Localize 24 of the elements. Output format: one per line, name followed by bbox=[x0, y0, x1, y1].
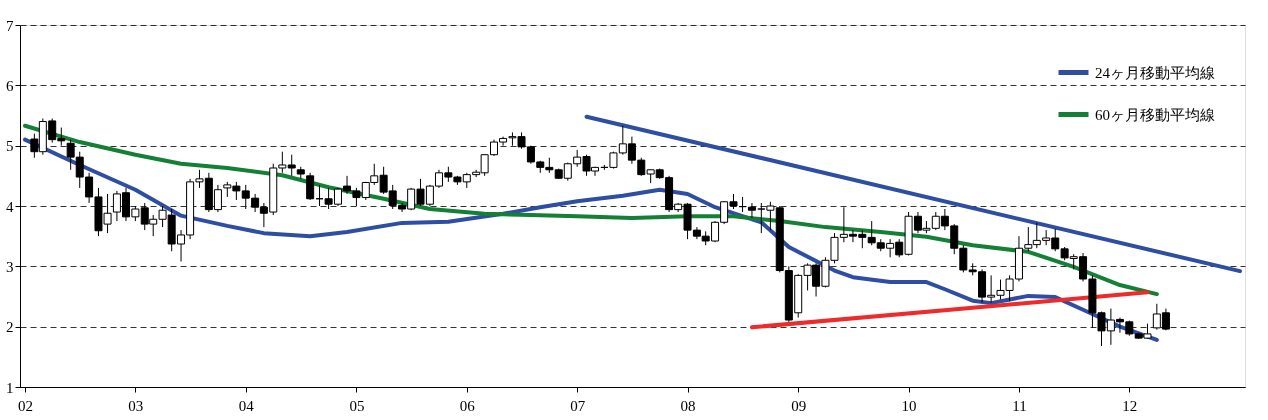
x-tick-label: 05 bbox=[349, 397, 365, 414]
candlestick bbox=[287, 154, 296, 177]
x-tick-label: 11 bbox=[1012, 397, 1027, 414]
candlestick bbox=[306, 172, 315, 201]
legend-label: 60ヶ月移動平均線 bbox=[1095, 106, 1215, 123]
y-tick-label: 6 bbox=[6, 77, 14, 94]
y-tick-label: 1 bbox=[6, 379, 14, 396]
y-tick-label: 2 bbox=[6, 319, 14, 336]
x-tick-label: 09 bbox=[791, 397, 807, 414]
line-series bbox=[23, 137, 1159, 342]
x-tick-label: 06 bbox=[459, 397, 476, 414]
y-tick-label: 7 bbox=[6, 17, 14, 34]
y-tick-label: 4 bbox=[6, 198, 14, 215]
x-tick-label: 10 bbox=[901, 397, 917, 414]
x-tick-label: 02 bbox=[18, 397, 33, 414]
y-tick-label: 3 bbox=[6, 258, 14, 275]
line-series bbox=[23, 123, 1159, 297]
x-tick-label: 12 bbox=[1122, 397, 1138, 414]
legend-label: 24ヶ月移動平均線 bbox=[1095, 64, 1215, 81]
x-tick-label: 07 bbox=[570, 397, 586, 414]
x-tick-label: 08 bbox=[680, 397, 696, 414]
x-tick-label: 03 bbox=[128, 397, 144, 414]
x-tick-label: 04 bbox=[238, 397, 255, 414]
y-tick-label: 5 bbox=[6, 138, 14, 155]
